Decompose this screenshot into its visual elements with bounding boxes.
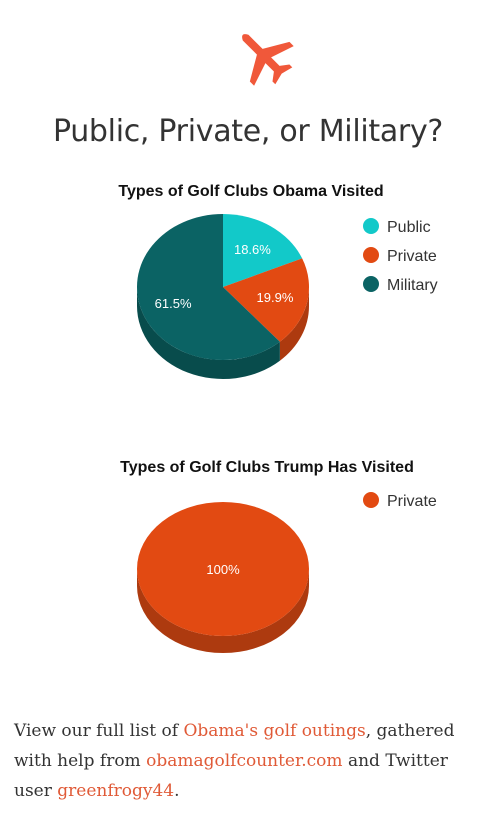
trump-golf-pie-chart: Types of Golf Clubs Trump Has Visited 10…	[120, 459, 437, 653]
legend: Private	[363, 492, 437, 510]
data-label-private: 19.9%	[257, 290, 294, 305]
legend-marker-private	[363, 492, 379, 508]
footer-text-3: and Twitter user	[14, 751, 448, 801]
page-title: Public, Private, or Military?	[52, 114, 444, 149]
slice-side-military	[137, 287, 280, 379]
pie-slice-private	[137, 502, 309, 636]
footer-text: View our full list of Obama's golf outin…	[14, 716, 489, 806]
chart-title: Types of Golf Clubs Obama Visited	[118, 183, 383, 200]
obamagolfcounter-link[interactable]: obamagolfcounter.com	[146, 751, 343, 771]
pie-slice-public	[223, 214, 303, 287]
footer-text-2: , gathered with help from	[14, 721, 455, 771]
legend-label-public: Public	[387, 219, 431, 236]
legend-marker-public	[363, 218, 379, 234]
legend-label-private: Private	[387, 493, 437, 510]
legend-label-military: Military	[387, 277, 438, 294]
pie-layer: 100%	[137, 502, 309, 653]
slice-side-private	[279, 287, 309, 361]
footer-text-4: .	[174, 781, 180, 801]
greenfrogy44-link[interactable]: greenfrogy44	[57, 781, 175, 801]
data-label-public: 18.6%	[234, 242, 271, 257]
data-label-private: 100%	[206, 562, 240, 577]
legend-marker-private	[363, 247, 379, 263]
airplane-icon	[242, 34, 294, 86]
slice-side-private	[137, 569, 309, 653]
legend-label-private: Private	[387, 248, 437, 265]
obama-golf-outings-link[interactable]: Obama's golf outings	[183, 721, 366, 741]
obama-golf-pie-chart: Types of Golf Clubs Obama Visited 18.6%1…	[118, 183, 438, 379]
pie-slice-private	[223, 258, 310, 342]
pie-layer: 18.6% 19.9% 61.5%	[137, 213, 310, 379]
footer-text-1: View our full list of	[14, 721, 184, 741]
legend-marker-military	[363, 276, 379, 292]
data-label-military: 61.5%	[155, 296, 192, 311]
pie-slice-military	[137, 213, 280, 360]
legend: Public Private Military	[363, 218, 438, 294]
chart-title: Types of Golf Clubs Trump Has Visited	[120, 459, 414, 476]
